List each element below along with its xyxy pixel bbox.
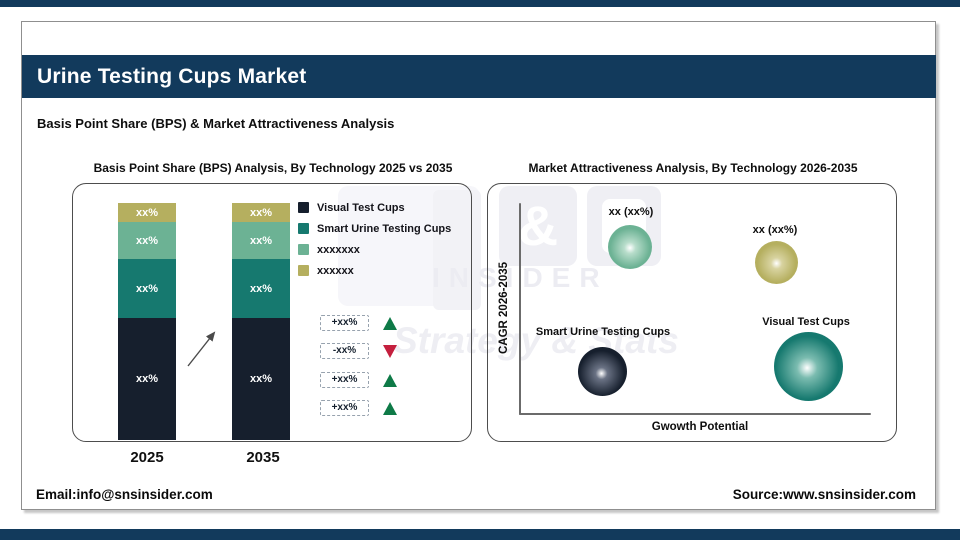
bar-2025-segment-navy: xx% — [118, 318, 176, 440]
legend-swatch-olive-icon — [298, 265, 309, 276]
bps-change-row: -xx% — [320, 343, 397, 359]
footer-source: Source:www.snsinsider.com — [732, 487, 916, 502]
triangle-up-icon — [383, 401, 397, 415]
bar-2035-segment-olive: xx% — [232, 203, 290, 222]
legend-label: xxxxxx — [317, 264, 354, 277]
watermark-ampersand-icon: & — [499, 186, 577, 266]
change-value-box: -xx% — [320, 343, 369, 359]
legend-swatch-teal-icon — [298, 223, 309, 234]
change-value-box: +xx% — [320, 315, 369, 331]
legend-item: Visual Test Cups — [298, 201, 451, 214]
watermark-ampersand-glyph: & — [517, 194, 559, 257]
stacked-bar-2025: xx% xx% xx% xx% — [118, 203, 176, 440]
bubble-smart-urine-testing-cups — [578, 347, 627, 396]
stacked-bar-2035: xx% xx% xx% xx% — [232, 203, 290, 440]
footer-email: Email:info@snsinsider.com — [36, 487, 213, 502]
growth-arrow-icon — [187, 331, 216, 367]
watermark-tile-icon — [433, 190, 481, 310]
legend-swatch-navy-icon — [298, 202, 309, 213]
triangle-down-icon — [383, 344, 397, 358]
bubble-seafoam — [608, 225, 652, 269]
bps-change-row: +xx% — [320, 400, 397, 416]
bps-legend: Visual Test Cups Smart Urine Testing Cup… — [298, 202, 451, 286]
title-bar: Urine Testing Cups Market — [22, 55, 936, 98]
bar-2035-segment-navy: xx% — [232, 318, 290, 440]
bar-2025-segment-olive: xx% — [118, 203, 176, 222]
top-border-strip — [0, 0, 960, 7]
legend-item: Smart Urine Testing Cups — [298, 222, 452, 235]
change-value-box: +xx% — [320, 372, 369, 388]
maa-chart-title: Market Attractiveness Analysis, By Techn… — [528, 161, 858, 175]
y-axis-label: CAGR 2026-2035 — [498, 261, 510, 355]
bar-2035-segment-teal: xx% — [232, 259, 290, 318]
legend-item: xxxxxx — [298, 264, 451, 277]
y-axis-line — [519, 203, 521, 415]
bps-change-row: +xx% — [320, 372, 397, 388]
change-value-box: +xx% — [320, 400, 369, 416]
bps-panel — [72, 183, 472, 442]
year-label-2035: 2035 — [246, 449, 280, 466]
triangle-up-icon — [383, 316, 397, 330]
year-label-2025: 2025 — [130, 449, 164, 466]
bps-chart-title: Basis Point Share (BPS) Analysis, By Tec… — [93, 161, 453, 175]
page-subtitle: Basis Point Share (BPS) & Market Attract… — [37, 116, 395, 131]
bubble-visual-test-cups — [774, 332, 843, 401]
x-axis-line — [519, 413, 871, 415]
bubble-olive — [755, 241, 798, 284]
triangle-up-icon — [383, 373, 397, 387]
page-title: Urine Testing Cups Market — [37, 65, 307, 88]
watermark-insider-text: INSIDER — [432, 262, 609, 294]
x-axis-label: Gwowth Potential — [651, 421, 749, 433]
bar-2025-segment-teal: xx% — [118, 259, 176, 318]
bar-2035-segment-seafoam: xx% — [232, 222, 290, 259]
bubble-label-smart-urine-testing-cups: Smart Urine Testing Cups — [535, 326, 671, 338]
maa-panel — [487, 183, 897, 442]
legend-label: Smart Urine Testing Cups — [317, 222, 452, 235]
bottom-border-strip — [0, 529, 960, 540]
bubble-label-visual-test-cups: Visual Test Cups — [762, 316, 850, 328]
watermark-tagline-text: Strategy & Stats — [393, 320, 679, 361]
legend-label: Visual Test Cups — [317, 201, 405, 214]
legend-swatch-seafoam-icon — [298, 244, 309, 255]
legend-item: xxxxxxx — [298, 243, 451, 256]
bps-change-row: +xx% — [320, 315, 397, 331]
bar-2025-segment-seafoam: xx% — [118, 222, 176, 259]
bubble-label-olive: xx (xx%) — [752, 224, 798, 236]
bubble-label-seafoam: xx (xx%) — [608, 206, 654, 218]
legend-label: xxxxxxx — [317, 243, 360, 256]
